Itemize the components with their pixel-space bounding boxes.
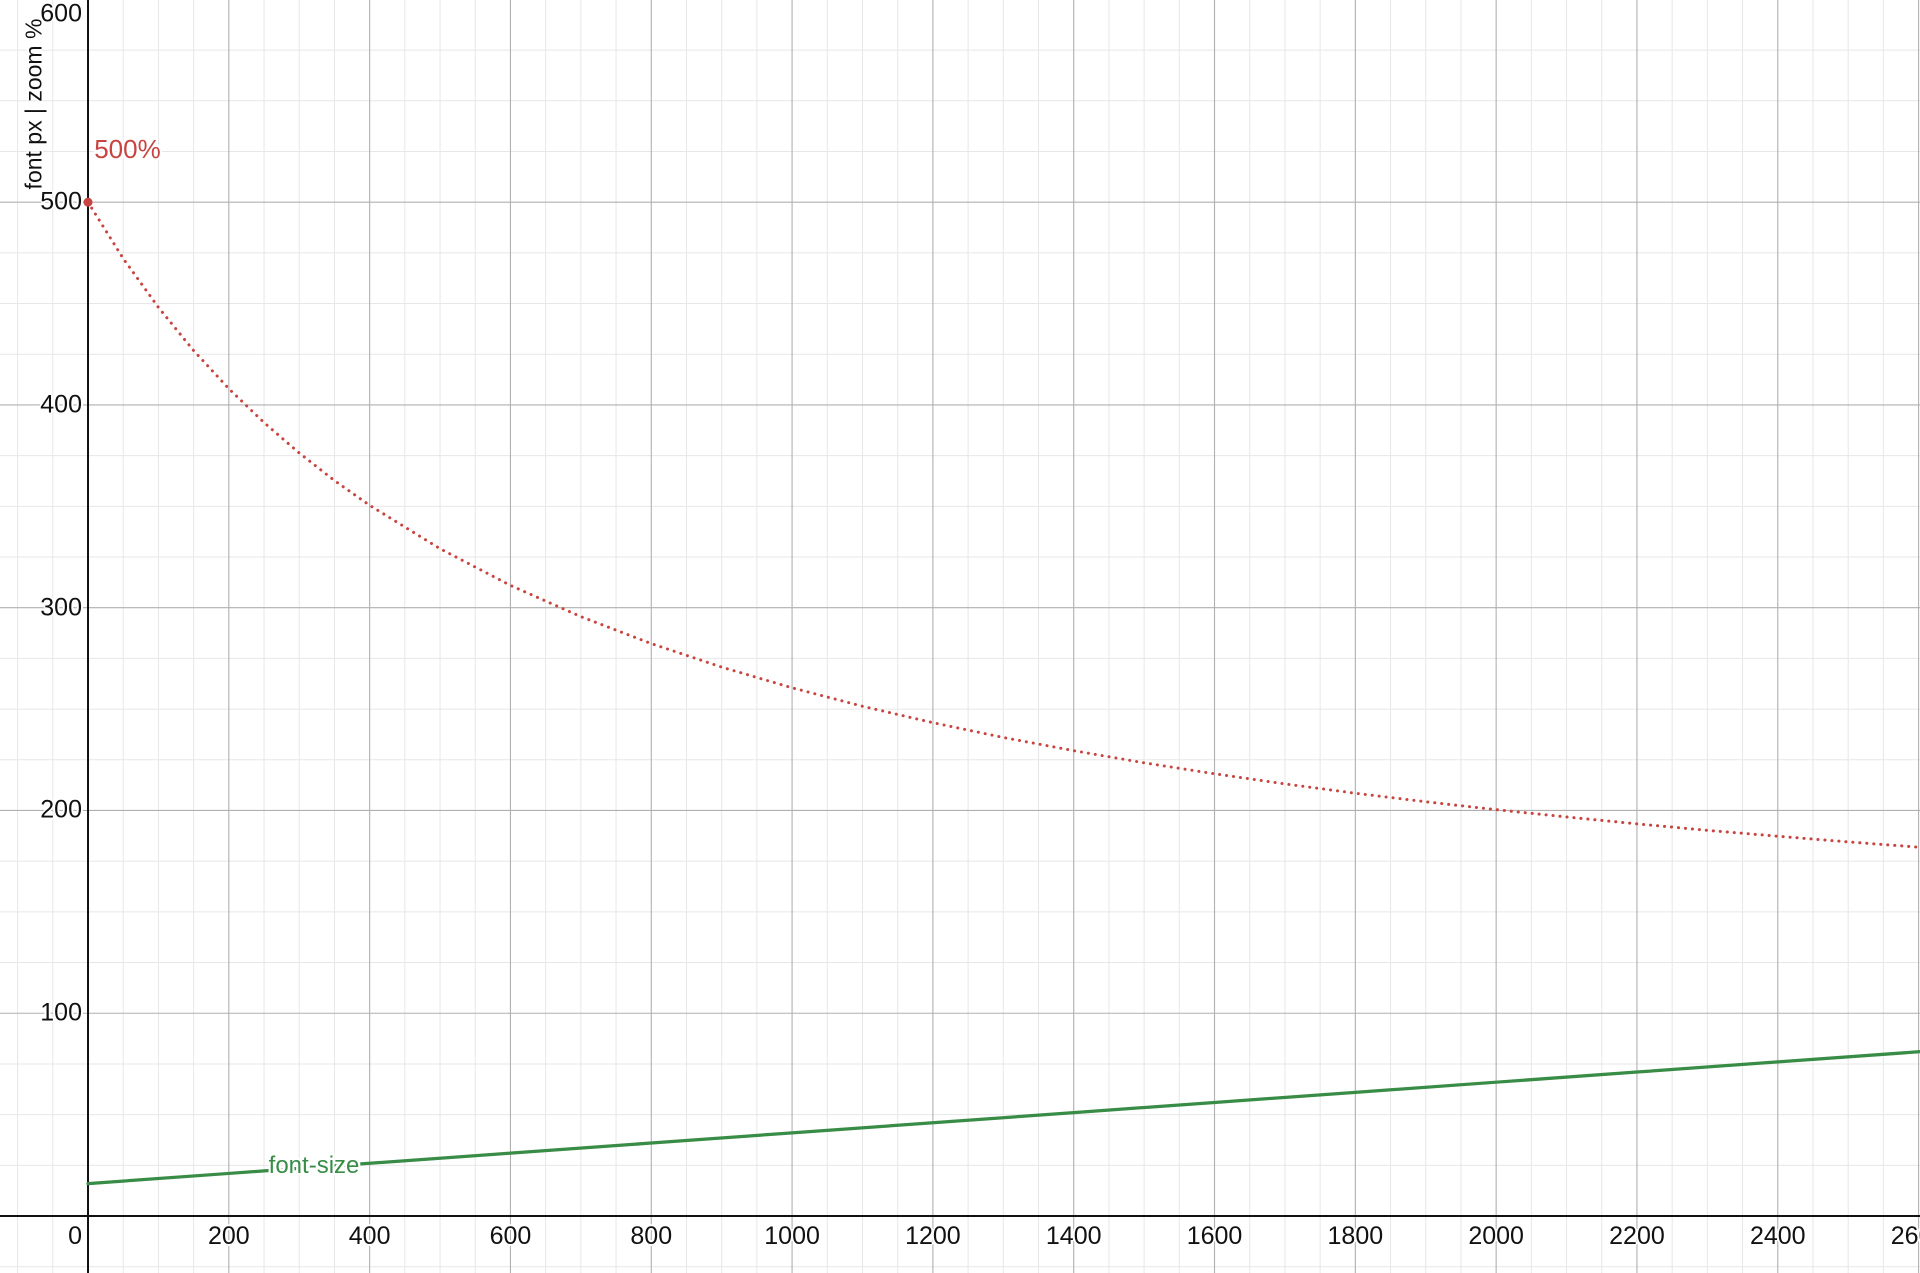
x-tick-label: 2000 (1468, 1222, 1524, 1251)
zoom-curve (86, 200, 1920, 849)
x-tick-label: 1400 (1045, 1222, 1102, 1251)
x-tick-label: 1200 (905, 1222, 961, 1251)
font-size-line (86, 1050, 1920, 1186)
y-axis-title: font px | zoom % (20, 18, 47, 190)
y-tick-label: 100 (40, 998, 82, 1027)
y-tick-label: 400 (40, 390, 82, 419)
zoom-start-point (83, 197, 93, 207)
x-tick-label: 2200 (1609, 1222, 1665, 1251)
x-tick-label: 400 (348, 1222, 391, 1251)
x-tick-label: 600 (489, 1222, 532, 1251)
x-tick-label: 800 (630, 1222, 673, 1251)
font-size-curve-label: font-size (268, 1152, 360, 1180)
x-tick-label: 2600 (1890, 1222, 1920, 1251)
y-tick-label: 600 (40, 0, 82, 28)
y-tick-label: 500 (40, 187, 82, 216)
y-tick-label: 300 (40, 593, 82, 622)
x-tick-label: 0 (68, 1222, 82, 1251)
x-tick-label: 200 (207, 1222, 250, 1251)
x-tick-label: 1800 (1327, 1222, 1384, 1251)
y-tick-label: 200 (40, 795, 82, 824)
x-tick-label: 1600 (1186, 1222, 1243, 1251)
x-tick-label: 2400 (1749, 1222, 1806, 1251)
x-tick-label: 1000 (764, 1222, 820, 1251)
zoom-start-label: 500% (94, 134, 161, 165)
